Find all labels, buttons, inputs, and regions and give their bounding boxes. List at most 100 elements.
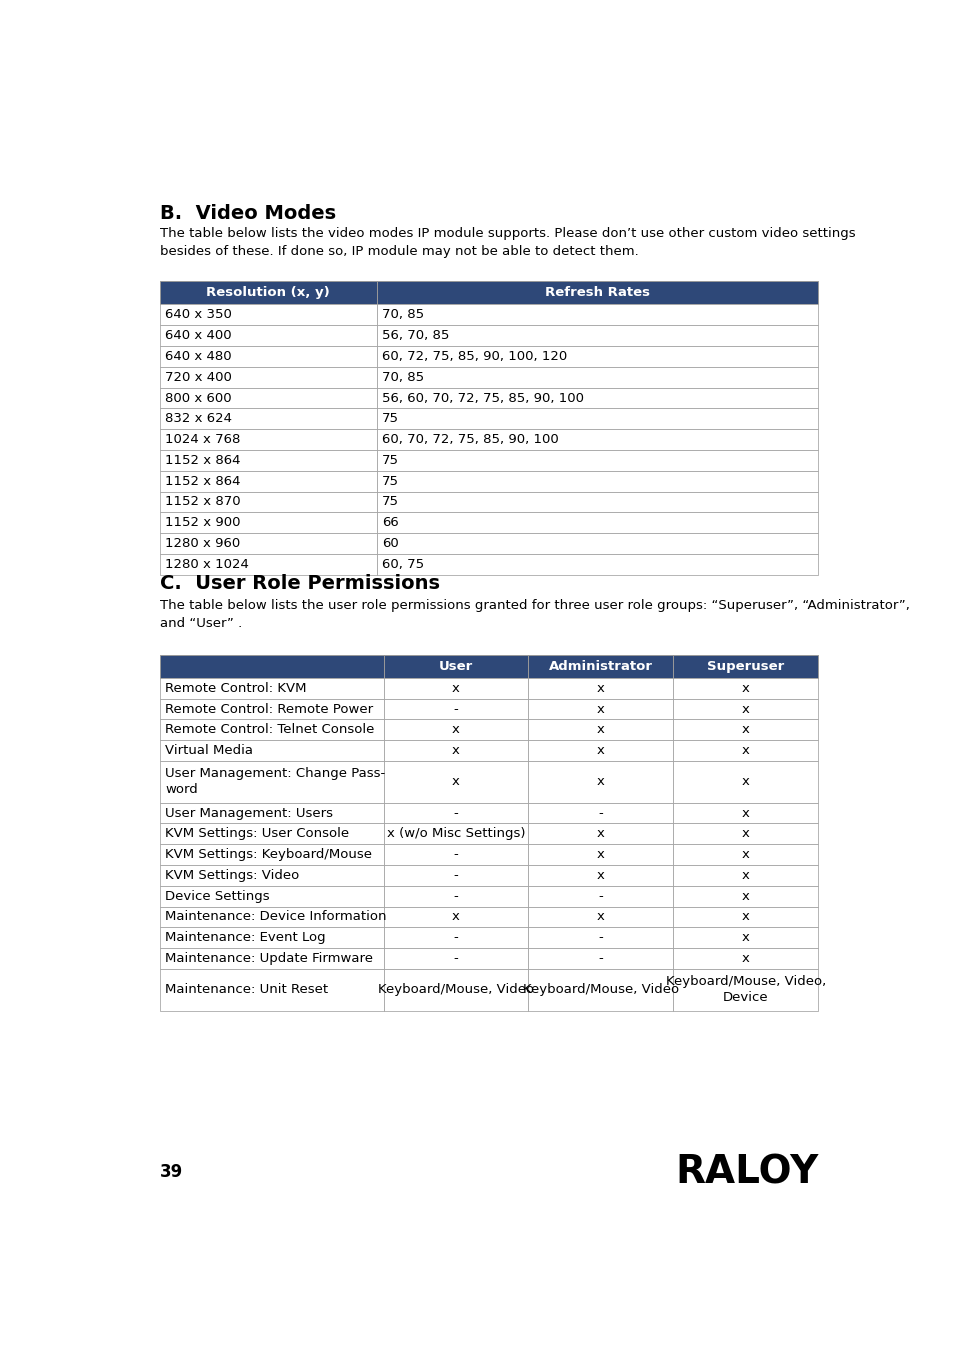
- Text: x: x: [597, 682, 604, 695]
- Text: User: User: [438, 660, 473, 672]
- Bar: [376, 429, 818, 450]
- Text: x: x: [597, 775, 604, 788]
- Text: KVM Settings: User Console: KVM Settings: User Console: [165, 828, 349, 840]
- Text: Maintenance: Unit Reset: Maintenance: Unit Reset: [165, 983, 328, 996]
- Bar: [528, 655, 673, 678]
- Bar: [528, 927, 673, 948]
- Text: KVM Settings: Video: KVM Settings: Video: [165, 869, 299, 882]
- Text: x: x: [597, 910, 604, 923]
- Bar: [159, 948, 383, 969]
- Bar: [383, 699, 528, 720]
- Bar: [528, 886, 673, 907]
- Bar: [376, 409, 818, 429]
- Bar: [673, 803, 818, 824]
- Text: Resolution (x, y): Resolution (x, y): [206, 286, 330, 300]
- Bar: [376, 281, 818, 305]
- Bar: [376, 513, 818, 533]
- Text: x: x: [452, 910, 459, 923]
- Bar: [159, 409, 376, 429]
- Text: x: x: [741, 890, 749, 903]
- Bar: [159, 471, 376, 491]
- Text: x: x: [452, 744, 459, 757]
- Bar: [673, 678, 818, 699]
- Text: 56, 60, 70, 72, 75, 85, 90, 100: 56, 60, 70, 72, 75, 85, 90, 100: [382, 392, 584, 405]
- Bar: [383, 865, 528, 886]
- Bar: [528, 699, 673, 720]
- Bar: [376, 387, 818, 409]
- Text: x: x: [597, 702, 604, 716]
- Text: x: x: [741, 848, 749, 861]
- Bar: [159, 678, 383, 699]
- Bar: [159, 387, 376, 409]
- Text: 60, 75: 60, 75: [382, 558, 424, 571]
- Bar: [159, 907, 383, 927]
- Bar: [376, 325, 818, 346]
- Bar: [383, 655, 528, 678]
- Bar: [159, 450, 376, 471]
- Text: 60, 72, 75, 85, 90, 100, 120: 60, 72, 75, 85, 90, 100, 120: [382, 350, 567, 363]
- Bar: [159, 305, 376, 325]
- Text: 1280 x 1024: 1280 x 1024: [165, 558, 249, 571]
- Bar: [159, 281, 376, 305]
- Text: -: -: [453, 931, 457, 944]
- Text: 75: 75: [382, 475, 399, 487]
- Text: 75: 75: [382, 495, 399, 509]
- Bar: [159, 865, 383, 886]
- Text: x: x: [597, 744, 604, 757]
- Bar: [383, 761, 528, 803]
- Text: x: x: [741, 931, 749, 944]
- Text: Remote Control: KVM: Remote Control: KVM: [165, 682, 306, 695]
- Text: x: x: [741, 910, 749, 923]
- Text: x: x: [741, 724, 749, 736]
- Text: 60: 60: [382, 537, 398, 549]
- Bar: [376, 491, 818, 513]
- Text: 1152 x 900: 1152 x 900: [165, 516, 240, 529]
- Bar: [376, 554, 818, 575]
- Text: Keyboard/Mouse, Video: Keyboard/Mouse, Video: [522, 983, 679, 996]
- Text: x: x: [597, 724, 604, 736]
- Bar: [528, 824, 673, 844]
- Text: KVM Settings: Keyboard/Mouse: KVM Settings: Keyboard/Mouse: [165, 848, 372, 861]
- Bar: [383, 886, 528, 907]
- Text: x: x: [452, 775, 459, 788]
- Bar: [673, 886, 818, 907]
- Bar: [159, 927, 383, 948]
- Bar: [159, 554, 376, 575]
- Text: 1152 x 870: 1152 x 870: [165, 495, 240, 509]
- Text: Maintenance: Device Information: Maintenance: Device Information: [165, 910, 386, 923]
- Text: Keyboard/Mouse, Video: Keyboard/Mouse, Video: [377, 983, 534, 996]
- Bar: [376, 346, 818, 367]
- Text: Remote Control: Telnet Console: Remote Control: Telnet Console: [165, 724, 374, 736]
- Text: -: -: [453, 890, 457, 903]
- Bar: [673, 907, 818, 927]
- Bar: [159, 824, 383, 844]
- Bar: [673, 655, 818, 678]
- Text: 56, 70, 85: 56, 70, 85: [382, 329, 449, 342]
- Text: 800 x 600: 800 x 600: [165, 392, 232, 405]
- Text: 640 x 350: 640 x 350: [165, 308, 232, 321]
- Text: 1152 x 864: 1152 x 864: [165, 454, 240, 467]
- Text: Maintenance: Event Log: Maintenance: Event Log: [165, 931, 325, 944]
- Text: B.  Video Modes: B. Video Modes: [159, 204, 335, 223]
- Text: The table below lists the user role permissions granted for three user role grou: The table below lists the user role perm…: [159, 599, 908, 630]
- Text: 75: 75: [382, 454, 399, 467]
- Text: x: x: [741, 869, 749, 882]
- Text: x (w/o Misc Settings): x (w/o Misc Settings): [386, 828, 525, 840]
- Bar: [159, 803, 383, 824]
- Text: Maintenance: Update Firmware: Maintenance: Update Firmware: [165, 952, 373, 965]
- Text: 75: 75: [382, 412, 399, 425]
- Bar: [383, 927, 528, 948]
- Bar: [528, 761, 673, 803]
- Text: User Management: Users: User Management: Users: [165, 806, 333, 819]
- Bar: [376, 533, 818, 554]
- Bar: [159, 720, 383, 740]
- Bar: [528, 907, 673, 927]
- Text: 720 x 400: 720 x 400: [165, 371, 232, 383]
- Text: x: x: [741, 828, 749, 840]
- Bar: [376, 367, 818, 387]
- Text: Superuser: Superuser: [706, 660, 783, 672]
- Bar: [383, 720, 528, 740]
- Text: -: -: [453, 848, 457, 861]
- Bar: [673, 927, 818, 948]
- Bar: [528, 720, 673, 740]
